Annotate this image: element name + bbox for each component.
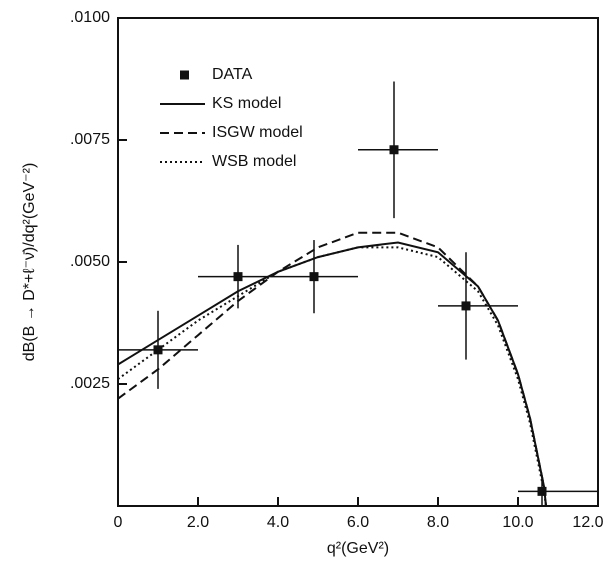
x-tick-label: 10.0 (502, 514, 533, 531)
data-point (461, 301, 471, 311)
legend-marker (180, 70, 189, 80)
data-point (389, 145, 399, 155)
data-point (309, 272, 319, 282)
x-tick-label: 8.0 (427, 514, 449, 531)
legend-label: KS model (212, 95, 281, 112)
y-tick-label: .0025 (70, 375, 110, 392)
plot-frame (117, 17, 599, 507)
y-tick-label: .0100 (70, 9, 110, 26)
model-curve (117, 246, 547, 507)
x-tick-label: 4.0 (267, 514, 289, 531)
data-point (233, 272, 243, 282)
y-tick-label: .0050 (70, 253, 110, 270)
y-tick-label: .0075 (70, 131, 110, 148)
x-tick-label: 6.0 (347, 514, 369, 531)
model-curve (117, 241, 547, 507)
x-tick-label: 12.0 (572, 514, 603, 531)
y-axis-label: dB(B → D*+ℓ⁻ν̄)/dq²(GeV⁻²) (21, 163, 38, 362)
data-point (537, 486, 547, 496)
x-tick-label: 0 (114, 514, 123, 531)
legend-label: ISGW model (212, 124, 303, 141)
data-point (153, 345, 163, 355)
model-curve (117, 231, 547, 507)
legend-label: DATA (212, 66, 253, 83)
x-axis-label: q²(GeV²) (327, 540, 389, 557)
legend-label: WSB model (212, 153, 296, 170)
x-tick-label: 2.0 (187, 514, 209, 531)
